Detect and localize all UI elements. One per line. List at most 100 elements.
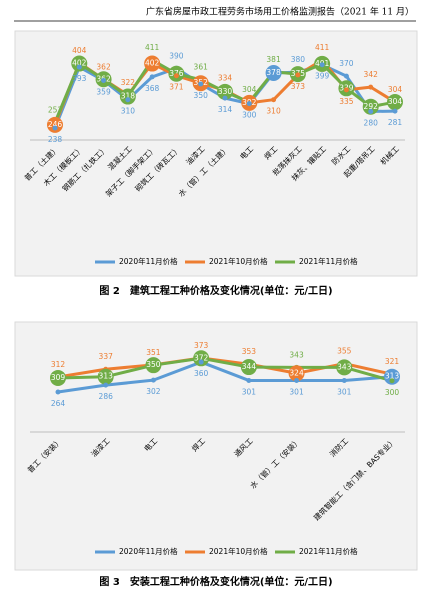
data-label: 343 xyxy=(289,350,304,359)
point-marker xyxy=(343,73,349,79)
data-label: 350 xyxy=(146,360,161,369)
data-label: 334 xyxy=(218,73,233,82)
data-label: 324 xyxy=(289,368,304,377)
value-bubble xyxy=(97,368,114,385)
data-label: 312 xyxy=(51,360,66,369)
data-label: 350 xyxy=(194,91,209,100)
data-label: 344 xyxy=(242,362,257,371)
legend-label: 2021年10月价格 xyxy=(209,256,268,266)
data-label: 351 xyxy=(146,348,161,357)
point-marker xyxy=(149,74,155,80)
data-label: 304 xyxy=(388,97,403,106)
data-label: 330 xyxy=(218,87,233,96)
point-marker xyxy=(55,389,61,395)
point-marker xyxy=(52,125,58,131)
legend-label: 2020年11月价格 xyxy=(119,256,178,266)
value-bubble xyxy=(47,116,63,133)
data-label: 399 xyxy=(315,72,330,81)
point-marker xyxy=(368,108,374,114)
data-label: 313 xyxy=(385,372,400,381)
value-bubble xyxy=(387,94,403,111)
chart-frame xyxy=(14,30,418,277)
point-marker xyxy=(392,108,398,114)
data-label: 361 xyxy=(194,63,209,72)
data-label: 371 xyxy=(169,83,184,92)
data-label: 337 xyxy=(99,352,114,361)
figure-caption: 图 2 建筑工程工种价格及变化情况(单位：元/工日) xyxy=(99,284,332,297)
data-label: 343 xyxy=(337,362,352,371)
data-label: 281 xyxy=(388,118,403,127)
point-marker xyxy=(222,95,228,101)
data-label: 411 xyxy=(315,43,330,52)
data-label: 264 xyxy=(51,399,66,408)
data-label: 310 xyxy=(266,107,281,116)
point-marker xyxy=(103,382,109,388)
value-bubble xyxy=(362,98,379,115)
data-label: 301 xyxy=(242,387,257,396)
page-header: 广东省房屋市政工程劳务市场用工价格监测报告（2021 年 11 月） xyxy=(146,6,414,18)
data-label: 353 xyxy=(242,347,257,356)
data-label: 252 xyxy=(48,105,63,114)
point-marker xyxy=(76,64,82,70)
series-line xyxy=(57,356,393,379)
point-marker xyxy=(101,77,107,83)
data-label: 378 xyxy=(266,68,281,77)
legend-label: 2021年11月价格 xyxy=(299,256,358,266)
data-label: 368 xyxy=(145,84,160,93)
value-bubble xyxy=(265,64,282,81)
data-label: 246 xyxy=(48,120,63,129)
legend-label: 2021年10月价格 xyxy=(209,546,268,556)
data-label: 314 xyxy=(218,105,233,114)
value-bubble xyxy=(145,357,162,374)
value-bubble xyxy=(119,88,136,105)
value-bubble xyxy=(240,359,257,376)
value-bubble xyxy=(193,350,210,367)
value-bubble xyxy=(288,365,305,382)
data-label: 304 xyxy=(388,85,403,94)
data-label: 300 xyxy=(242,111,257,120)
point-marker xyxy=(125,97,131,103)
data-label: 393 xyxy=(72,74,87,83)
data-label: 313 xyxy=(99,372,114,381)
value-bubble xyxy=(217,83,233,100)
point-marker xyxy=(389,378,395,384)
point-marker xyxy=(246,101,252,107)
point-marker xyxy=(319,62,325,68)
data-label: 370 xyxy=(339,59,354,68)
data-label: 301 xyxy=(289,387,304,396)
data-label: 359 xyxy=(96,87,111,96)
legend-label: 2020年11月价格 xyxy=(119,546,178,556)
data-label: 373 xyxy=(194,341,209,350)
data-label: 402 xyxy=(145,59,160,68)
data-label: 322 xyxy=(121,78,136,87)
data-label: 301 xyxy=(337,387,352,396)
value-bubble xyxy=(336,359,353,376)
data-label: 280 xyxy=(364,118,379,127)
figure-caption: 图 3 安装工程工种价格及变化情况(单位：元/工日) xyxy=(99,575,332,588)
point-marker xyxy=(198,81,204,87)
data-label: 380 xyxy=(291,55,306,64)
point-marker xyxy=(343,87,349,93)
data-label: 381 xyxy=(266,55,281,64)
data-label: 342 xyxy=(364,70,379,79)
data-label: 292 xyxy=(364,102,379,111)
legend-label: 2021年11月价格 xyxy=(299,546,358,556)
point-marker xyxy=(295,72,301,78)
data-label: 362 xyxy=(96,62,111,71)
data-label: 318 xyxy=(121,92,136,101)
point-marker xyxy=(341,377,347,383)
point-marker xyxy=(368,84,374,90)
data-label: 309 xyxy=(51,373,66,382)
point-marker xyxy=(271,97,277,103)
data-label: 335 xyxy=(339,97,354,106)
data-label: 372 xyxy=(194,353,209,362)
data-label: 373 xyxy=(291,82,306,91)
data-label: 286 xyxy=(99,392,114,401)
data-label: 402 xyxy=(72,59,87,68)
data-label: 304 xyxy=(242,85,257,94)
point-marker xyxy=(173,73,179,79)
point-marker xyxy=(150,377,156,383)
data-label: 300 xyxy=(385,388,400,397)
value-bubble xyxy=(144,55,161,72)
data-label: 404 xyxy=(72,46,87,55)
